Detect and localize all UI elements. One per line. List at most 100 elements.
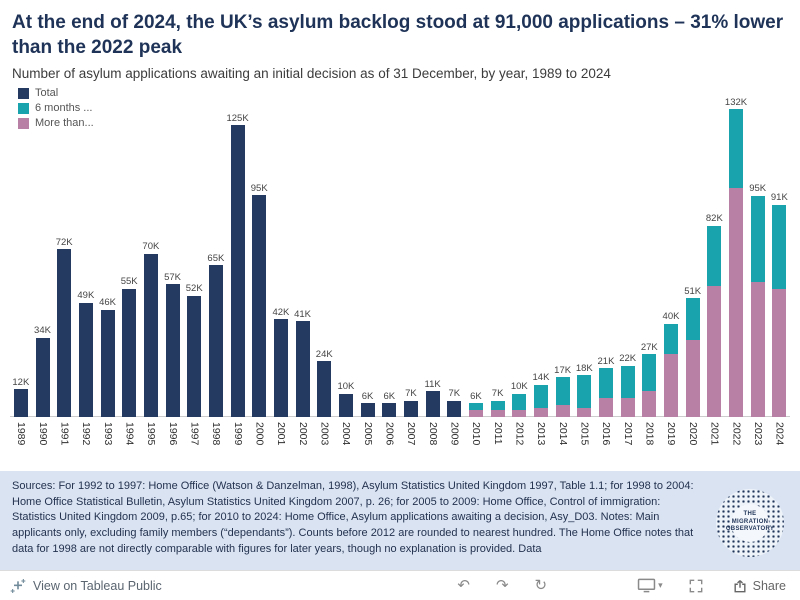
bar-segment-total[interactable] (317, 361, 332, 418)
bar-stack[interactable] (642, 354, 657, 418)
bar-column-2004[interactable]: 10K 2004 (335, 85, 357, 465)
bar-column-1991[interactable]: 72K 1991 (53, 85, 75, 465)
bar-segment-total[interactable] (230, 125, 245, 418)
bar-column-2023[interactable]: 95K 2023 (747, 85, 769, 465)
bar-segment-total[interactable] (447, 400, 462, 418)
bar-stack[interactable] (403, 400, 418, 418)
bar-column-2018[interactable]: 27K 2018 (638, 85, 660, 465)
bar-column-2017[interactable]: 22K 2017 (617, 85, 639, 465)
fullscreen-icon[interactable] (689, 579, 703, 593)
bar-column-1993[interactable]: 46K 1993 (97, 85, 119, 465)
bar-stack[interactable] (772, 204, 787, 418)
bar-segment-six-months-or-less[interactable] (577, 375, 592, 408)
bar-stack[interactable] (338, 393, 353, 418)
bar-column-2003[interactable]: 24K 2003 (313, 85, 335, 465)
bar-column-2010[interactable]: 6K 2010 (465, 85, 487, 465)
bar-column-1994[interactable]: 55K 1994 (118, 85, 140, 465)
bar-stack[interactable] (187, 295, 202, 418)
bar-column-1998[interactable]: 65K 1998 (205, 85, 227, 465)
bar-column-1990[interactable]: 34K 1990 (32, 85, 54, 465)
bar-stack[interactable] (707, 225, 722, 418)
bar-segment-total[interactable] (187, 295, 202, 418)
bar-column-2002[interactable]: 41K 2002 (292, 85, 314, 465)
bar-column-2008[interactable]: 11K 2008 (422, 85, 444, 465)
bar-stack[interactable] (317, 361, 332, 418)
bar-segment-total[interactable] (208, 265, 223, 418)
bar-segment-more-than-six-months[interactable] (555, 405, 570, 418)
bar-stack[interactable] (620, 365, 635, 418)
bar-stack[interactable] (490, 400, 505, 418)
bar-segment-six-months-or-less[interactable] (555, 377, 570, 406)
bar-segment-six-months-or-less[interactable] (468, 403, 483, 411)
bar-segment-more-than-six-months[interactable] (772, 288, 787, 418)
bar-stack[interactable] (533, 384, 548, 418)
bar-segment-more-than-six-months[interactable] (707, 286, 722, 418)
undo-icon[interactable]: ↶ (457, 577, 470, 594)
bar-stack[interactable] (750, 195, 765, 418)
bar-stack[interactable] (382, 403, 397, 418)
bar-column-2006[interactable]: 6K 2006 (378, 85, 400, 465)
bar-column-2005[interactable]: 6K 2005 (357, 85, 379, 465)
bar-stack[interactable] (663, 323, 678, 418)
bar-stack[interactable] (685, 298, 700, 418)
bar-column-1989[interactable]: 12K 1989 (10, 85, 32, 465)
bar-column-2020[interactable]: 51K 2020 (682, 85, 704, 465)
bar-column-1996[interactable]: 57K 1996 (162, 85, 184, 465)
bar-segment-six-months-or-less[interactable] (750, 195, 765, 282)
bar-segment-six-months-or-less[interactable] (663, 323, 678, 355)
bar-segment-total[interactable] (165, 284, 180, 418)
bar-segment-total[interactable] (143, 253, 158, 418)
bar-stack[interactable] (447, 400, 462, 418)
bar-segment-more-than-six-months[interactable] (468, 410, 483, 418)
bar-column-2019[interactable]: 40K 2019 (660, 85, 682, 465)
device-layout-icon[interactable]: ▾ (637, 578, 663, 593)
bar-stack[interactable] (78, 302, 93, 418)
bar-column-1999[interactable]: 125K 1999 (226, 85, 248, 465)
bar-segment-more-than-six-months[interactable] (663, 354, 678, 418)
bar-segment-six-months-or-less[interactable] (512, 393, 527, 411)
bar-segment-total[interactable] (273, 319, 288, 418)
bar-stack[interactable] (555, 377, 570, 418)
bar-segment-total[interactable] (122, 288, 137, 418)
bar-segment-more-than-six-months[interactable] (685, 340, 700, 418)
bar-column-2007[interactable]: 7K 2007 (400, 85, 422, 465)
view-on-tableau-public-link[interactable]: View on Tableau Public (10, 578, 162, 594)
bar-stack[interactable] (468, 403, 483, 418)
bar-segment-six-months-or-less[interactable] (642, 354, 657, 392)
bar-stack[interactable] (57, 249, 72, 418)
bar-segment-six-months-or-less[interactable] (490, 400, 505, 411)
bar-stack[interactable] (143, 253, 158, 418)
bar-segment-total[interactable] (13, 389, 28, 418)
bar-column-1997[interactable]: 52K 1997 (183, 85, 205, 465)
bar-segment-more-than-six-months[interactable] (642, 391, 657, 418)
redo-icon[interactable]: ↷ (495, 577, 509, 594)
bar-stack[interactable] (35, 337, 50, 418)
bar-segment-total[interactable] (100, 309, 115, 418)
bar-segment-total[interactable] (295, 321, 310, 418)
bar-segment-six-months-or-less[interactable] (729, 109, 743, 189)
bar-column-2012[interactable]: 10K 2012 (508, 85, 530, 465)
bar-segment-total[interactable] (35, 337, 50, 418)
bar-segment-six-months-or-less[interactable] (598, 368, 613, 399)
bar-stack[interactable] (100, 309, 115, 418)
bar-stack[interactable] (122, 288, 137, 418)
bar-stack[interactable] (360, 403, 375, 418)
bar-segment-total[interactable] (425, 391, 440, 418)
bar-stack[interactable] (425, 391, 440, 418)
bar-segment-six-months-or-less[interactable] (533, 384, 548, 408)
bar-stack[interactable] (577, 375, 592, 418)
bar-stack[interactable] (273, 319, 288, 418)
bar-column-2016[interactable]: 21K 2016 (595, 85, 617, 465)
bar-segment-more-than-six-months[interactable] (598, 398, 613, 418)
bar-segment-six-months-or-less[interactable] (707, 225, 722, 287)
share-button[interactable]: Share (733, 579, 786, 593)
refresh-icon[interactable]: ↻ (534, 577, 548, 594)
bar-segment-six-months-or-less[interactable] (685, 298, 700, 341)
bar-column-2024[interactable]: 91K 2024 (769, 85, 791, 465)
bar-stack[interactable] (512, 393, 527, 418)
bar-segment-total[interactable] (57, 249, 72, 418)
bar-stack[interactable] (208, 265, 223, 418)
bar-column-2015[interactable]: 18K 2015 (573, 85, 595, 465)
bar-segment-more-than-six-months[interactable] (512, 410, 527, 418)
bar-column-2013[interactable]: 14K 2013 (530, 85, 552, 465)
